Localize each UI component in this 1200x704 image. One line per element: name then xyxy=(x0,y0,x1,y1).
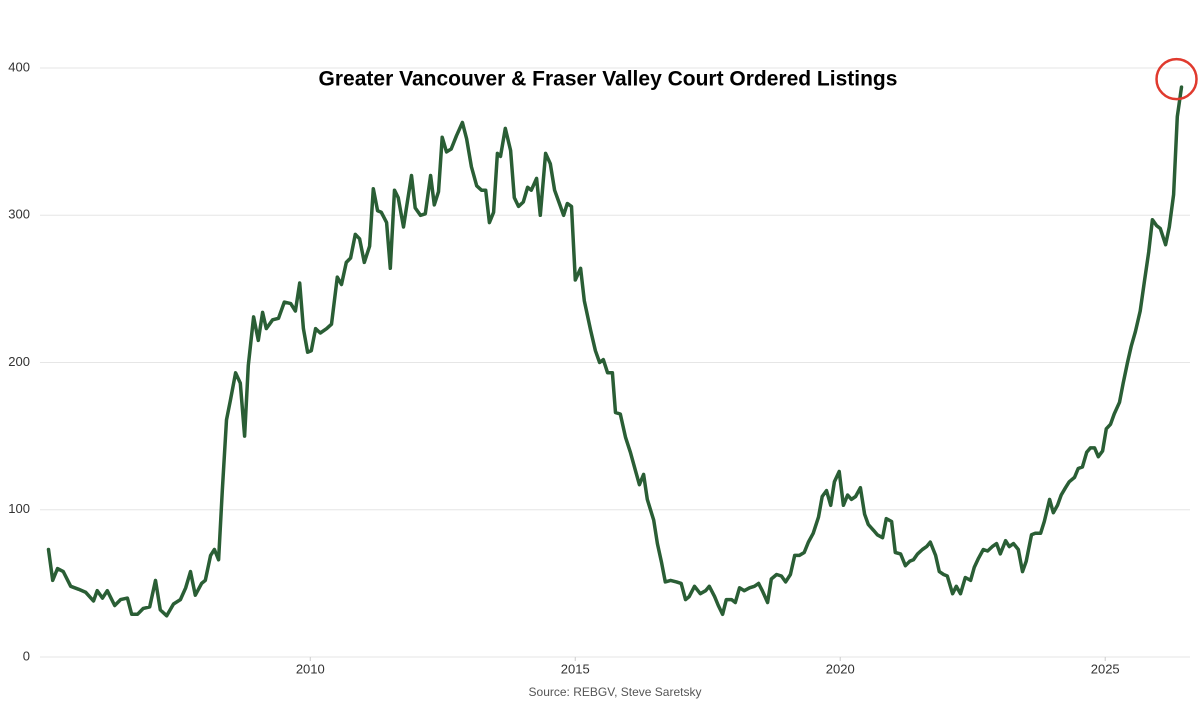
x-tick-label: 2025 xyxy=(1091,661,1120,676)
data-line xyxy=(46,85,1184,618)
x-tick-label: 2020 xyxy=(826,661,855,676)
source-note: Source: REBGV, Steve Saretsky xyxy=(529,685,702,699)
y-tick-label: 0 xyxy=(23,648,30,663)
highlight-ring xyxy=(1155,57,1198,101)
y-tick-label: 100 xyxy=(8,501,30,516)
y-tick-label: 400 xyxy=(8,59,30,74)
y-tick-label: 200 xyxy=(8,354,30,369)
x-tick-label: 2015 xyxy=(561,661,590,676)
y-tick-label: 300 xyxy=(8,207,30,222)
chart-title: Greater Vancouver & Fraser Valley Court … xyxy=(319,68,898,91)
x-tick-label: 2010 xyxy=(296,661,325,676)
